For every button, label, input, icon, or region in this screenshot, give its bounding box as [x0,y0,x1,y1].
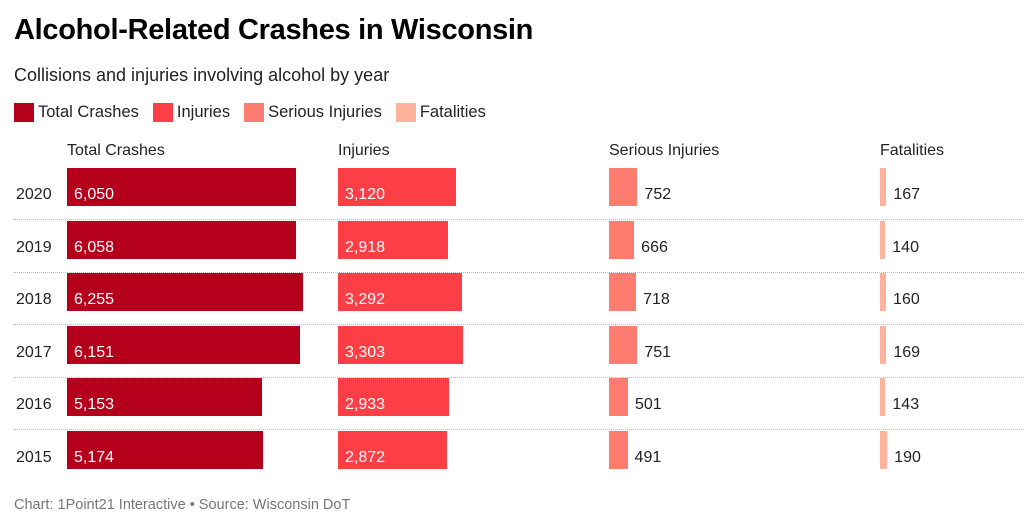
legend-swatch [395,103,416,122]
bar-fatalities [880,431,888,469]
bar-serious-injuries [609,168,638,206]
bar-injuries [338,168,456,206]
bar-injuries [338,431,447,469]
row-divider [14,219,1024,220]
bar-total-crashes [67,378,262,417]
bar-total-crashes [67,325,300,364]
data-label: 167 [893,186,921,203]
year-label: 2017 [16,343,52,361]
bar-injuries [338,273,463,312]
legend-label: Serious Injuries [268,103,382,121]
chart-footer: Chart: 1Point21 Interactive • Source: Wi… [14,497,351,513]
data-label: 6,050 [74,186,115,203]
row-divider [14,271,1024,273]
bar-fatalities [880,168,887,206]
bar-fatalities [880,220,886,259]
legend-item: Total Crashes [14,103,139,122]
bar-total-crashes [67,168,296,206]
year-label: 2016 [16,396,52,414]
table-row: 2015 5,174 2,872 491 190 [0,431,1024,490]
bar-fatalities [880,325,887,364]
bar-total-crashes [67,273,304,312]
legend-item: Serious Injuries [244,103,382,122]
bar-total-crashes [67,220,296,259]
data-label: 6,151 [74,343,115,361]
column-header: Injuries [338,142,390,159]
data-label: 752 [644,186,672,203]
row-divider [14,429,1024,431]
legend-swatch [244,103,265,122]
legend-label: Total Crashes [38,103,139,121]
data-label: 718 [643,291,670,309]
data-label: 491 [634,449,662,466]
data-label: 6,058 [74,238,115,256]
table-row: 2016 5,153 2,933 501 143 [0,378,1024,437]
bar-serious-injuries [609,431,628,469]
bar-injuries [338,325,463,364]
bar-serious-injuries [609,273,637,312]
year-label: 2018 [16,291,52,309]
legend-item: Injuries [152,103,231,122]
legend: Total Crashes Injuries Serious Injuries Fat… [14,103,486,122]
data-label: 2,933 [345,396,386,414]
data-label: 666 [641,238,668,256]
year-label: 2015 [16,449,52,466]
year-label: 2019 [16,238,52,256]
legend-label: Injuries [176,103,231,121]
table-row: 2017 6,151 3,303 751 169 [0,325,1024,385]
column-header: Serious Injuries [609,142,720,159]
data-label: 3,303 [345,343,386,361]
data-label: 501 [634,396,662,414]
bar-total-crashes [67,431,263,469]
data-label: 5,174 [74,449,115,466]
data-label: 5,153 [74,396,115,414]
data-label: 143 [892,396,920,414]
data-label: 6,255 [74,291,115,309]
bar-injuries [338,378,449,417]
data-label: 3,120 [345,186,386,203]
table-row: 2018 6,255 3,292 718 160 [0,273,1024,332]
table-row: 2019 6,058 2,918 666 140 [0,220,1024,280]
data-label: 2,872 [345,449,386,466]
bar-serious-injuries [609,378,628,417]
row-divider [14,324,1024,326]
year-label: 2020 [16,186,52,203]
chart-title: Alcohol-Related Crashes in Wisconsin [14,14,534,46]
legend-item: Fatalities [395,103,486,122]
bar-serious-injuries [609,325,638,364]
column-header: Total Crashes [67,142,165,159]
data-label: 3,292 [345,291,386,309]
data-label: 2,918 [345,238,386,256]
bar-serious-injuries [609,220,635,259]
bar-fatalities [880,378,886,417]
data-label: 160 [893,291,920,309]
bar-fatalities [880,273,887,312]
legend-swatch [152,103,173,122]
data-label: 169 [893,343,921,361]
bar-injuries [338,220,449,259]
legend-label: Fatalities [419,103,486,121]
data-label: 751 [644,343,672,361]
column-header: Fatalities [880,142,945,159]
row-divider [14,376,1024,378]
data-label: 140 [892,238,919,256]
data-label: 190 [894,449,921,466]
chart-subtitle: Collisions and injuries involving alcoho… [14,65,390,85]
legend-swatch [14,103,34,122]
table-row: 2020 6,050 3,120 752 167 [0,168,1024,227]
